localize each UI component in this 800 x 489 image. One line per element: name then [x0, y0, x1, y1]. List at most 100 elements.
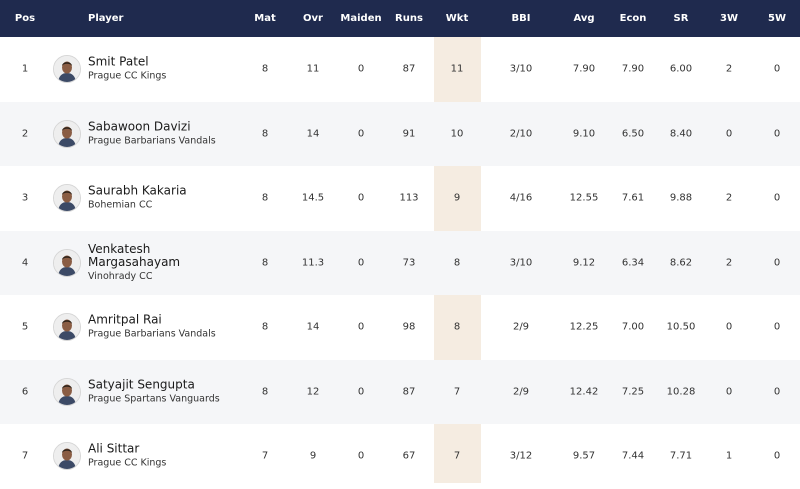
- player-avatar[interactable]: [53, 184, 81, 213]
- 3w-cell: 0: [725, 321, 733, 333]
- table-row[interactable]: 6 Satyajit Sengupta Prague Spartans Vang…: [0, 359, 800, 424]
- header-pos[interactable]: Pos: [14, 13, 36, 24]
- econ-cell: 6.50: [621, 128, 645, 140]
- 5w-cell: 0: [773, 450, 781, 462]
- wkt-cell: 8: [453, 257, 461, 269]
- maiden-cell: 0: [357, 257, 365, 269]
- player-name[interactable]: Saurabh Kakaria: [88, 183, 187, 198]
- player-name[interactable]: Smit Patel: [88, 54, 149, 69]
- player-team: Prague Barbarians Vandals: [88, 328, 216, 340]
- ovr-cell: 11.3: [301, 257, 325, 269]
- 3w-cell: 2: [725, 257, 733, 269]
- header-avg[interactable]: Avg: [573, 13, 595, 24]
- wkt-cell: 11: [450, 63, 464, 75]
- econ-cell: 7.25: [621, 386, 645, 398]
- player-team: Prague Spartans Vanguards: [88, 393, 220, 405]
- header-maiden[interactable]: Maiden: [340, 13, 382, 24]
- player-name[interactable]: Amritpal Rai: [88, 312, 162, 327]
- sr-cell: 7.71: [669, 450, 693, 462]
- maiden-cell: 0: [357, 386, 365, 398]
- player-avatar[interactable]: [53, 313, 81, 342]
- runs-cell: 113: [399, 192, 419, 204]
- header-runs[interactable]: Runs: [395, 13, 423, 24]
- 3w-cell: 0: [725, 386, 733, 398]
- maiden-cell: 0: [357, 63, 365, 75]
- sr-cell: 6.00: [669, 63, 693, 75]
- runs-cell: 98: [402, 321, 416, 333]
- player-team: Vinohrady CC: [88, 270, 153, 282]
- header-econ[interactable]: Econ: [619, 13, 647, 24]
- player-info: Ali Sittar Prague CC Kings: [88, 441, 198, 470]
- player-info: Sabawoon Davizi Prague Barbarians Vandal…: [88, 120, 216, 147]
- 5w-cell: 0: [773, 128, 781, 140]
- player-name[interactable]: Satyajit Sengupta: [88, 377, 195, 392]
- 5w-cell: 0: [773, 192, 781, 204]
- header-ovr[interactable]: Ovr: [303, 13, 323, 24]
- ovr-cell: 11: [306, 63, 320, 75]
- sr-cell: 9.88: [669, 192, 693, 204]
- pos-cell: 7: [21, 450, 29, 462]
- table-row[interactable]: 5 Amritpal Rai Prague Barbarians Vandals…: [0, 295, 800, 360]
- header-sr[interactable]: SR: [673, 13, 689, 24]
- header-5w[interactable]: 5W: [768, 13, 786, 24]
- player-team: Bohemian CC: [88, 199, 153, 211]
- wkt-cell: 10: [450, 128, 464, 140]
- ovr-cell: 9: [309, 450, 317, 462]
- player-avatar[interactable]: [53, 248, 81, 277]
- avg-cell: 9.10: [572, 128, 596, 140]
- table-row[interactable]: 1 Smit Patel Prague CC Kings 8 11 0 87 1…: [0, 37, 800, 102]
- runs-cell: 91: [402, 128, 416, 140]
- mat-cell: 8: [261, 386, 269, 398]
- avg-cell: 12.42: [569, 386, 599, 398]
- pos-cell: 2: [21, 128, 29, 140]
- player-avatar[interactable]: [53, 442, 81, 471]
- sr-cell: 8.40: [669, 128, 693, 140]
- mat-cell: 8: [261, 63, 269, 75]
- ovr-cell: 12: [306, 386, 320, 398]
- table-row[interactable]: 4 Venkatesh Margasahayam Vinohrady CC 8 …: [0, 230, 800, 295]
- table-header: Pos Player Mat Ovr Maiden Runs Wkt BBI A…: [0, 0, 800, 37]
- header-wkt[interactable]: Wkt: [445, 13, 469, 24]
- table-row[interactable]: 7 Ali Sittar Prague CC Kings 7 9 0 67 7 …: [0, 424, 800, 489]
- econ-cell: 6.34: [621, 257, 645, 269]
- ovr-cell: 14: [306, 321, 320, 333]
- player-info: Satyajit Sengupta Prague Spartans Vangua…: [88, 378, 220, 405]
- player-avatar[interactable]: [53, 377, 81, 406]
- 3w-cell: 2: [725, 63, 733, 75]
- wkt-cell: 7: [453, 450, 461, 462]
- avg-cell: 7.90: [572, 63, 596, 75]
- runs-cell: 87: [402, 386, 416, 398]
- avg-cell: 12.55: [569, 192, 599, 204]
- pos-cell: 5: [21, 321, 29, 333]
- mat-cell: 8: [261, 128, 269, 140]
- mat-cell: 8: [261, 321, 269, 333]
- header-player[interactable]: Player: [88, 13, 124, 24]
- player-team: Prague Barbarians Vandals: [88, 135, 216, 147]
- avg-cell: 9.12: [572, 257, 596, 269]
- runs-cell: 73: [402, 257, 416, 269]
- header-3w[interactable]: 3W: [720, 13, 738, 24]
- player-avatar[interactable]: [53, 55, 81, 84]
- player-name[interactable]: Venkatesh Margasahayam: [88, 241, 181, 269]
- player-avatar[interactable]: [53, 119, 81, 148]
- wkt-cell: 9: [453, 192, 461, 204]
- player-info: Saurabh Kakaria Bohemian CC: [88, 183, 198, 212]
- player-info: Venkatesh Margasahayam Vinohrady CC: [88, 241, 198, 283]
- player-name[interactable]: Ali Sittar: [88, 441, 140, 456]
- 3w-cell: 2: [725, 192, 733, 204]
- table-row[interactable]: 2 Sabawoon Davizi Prague Barbarians Vand…: [0, 101, 800, 166]
- econ-cell: 7.90: [621, 63, 645, 75]
- pos-cell: 4: [21, 257, 29, 269]
- player-team: Prague CC Kings: [88, 70, 167, 82]
- avg-cell: 9.57: [572, 450, 596, 462]
- mat-cell: 7: [261, 450, 269, 462]
- 5w-cell: 0: [773, 386, 781, 398]
- table-row[interactable]: 3 Saurabh Kakaria Bohemian CC 8 14.5 0 1…: [0, 166, 800, 231]
- header-bbi[interactable]: BBI: [511, 13, 531, 24]
- pos-cell: 6: [21, 386, 29, 398]
- bbi-cell: 3/10: [509, 257, 533, 269]
- header-mat[interactable]: Mat: [254, 13, 276, 24]
- bbi-cell: 4/16: [509, 192, 533, 204]
- player-name[interactable]: Sabawoon Davizi: [88, 119, 191, 134]
